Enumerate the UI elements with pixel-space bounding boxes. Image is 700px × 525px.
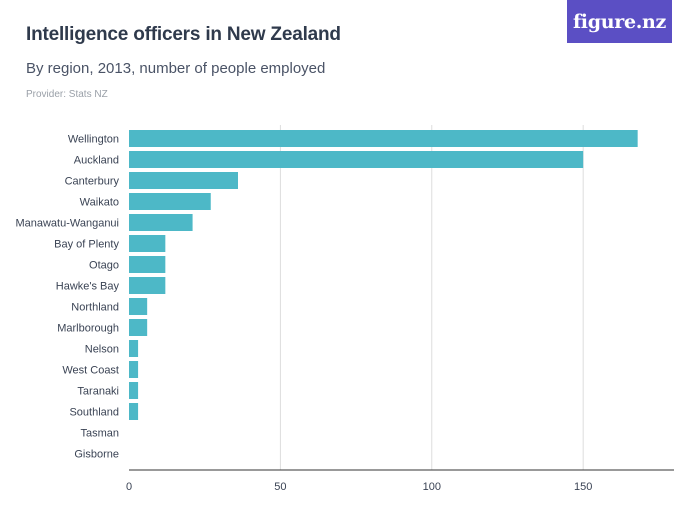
category-label: West Coast	[62, 365, 119, 377]
bar-wellington[interactable]	[129, 130, 638, 147]
category-label: Canterbury	[65, 176, 120, 188]
bars	[129, 130, 638, 420]
bar-hawke-s-bay[interactable]	[129, 277, 166, 294]
x-tick-labels: 0 50 100 150	[126, 481, 592, 493]
category-label: Northland	[71, 302, 119, 314]
category-label: Southland	[69, 407, 119, 419]
category-label: Auckland	[74, 155, 119, 167]
x-tick-label: 0	[126, 481, 132, 493]
bar-otago[interactable]	[129, 256, 166, 273]
bar-taranaki[interactable]	[129, 382, 139, 399]
category-label: Tasman	[80, 428, 119, 440]
x-tick-label: 100	[423, 481, 441, 493]
bar-west-coast[interactable]	[129, 361, 139, 378]
category-label: Nelson	[85, 344, 119, 356]
chart-title: Intelligence officers in New Zealand	[26, 24, 341, 45]
figure-nz-logo[interactable]: figure.nz	[567, 0, 672, 43]
bar-manawatu-wanganui[interactable]	[129, 214, 193, 231]
bar-canterbury[interactable]	[129, 172, 238, 189]
gridlines	[279, 125, 584, 470]
category-label: Manawatu-Wanganui	[15, 218, 119, 230]
logo-text: figure.nz	[572, 10, 667, 33]
category-label: Waikato	[80, 197, 119, 209]
bar-bay-of-plenty[interactable]	[129, 235, 166, 252]
x-tick-label: 50	[274, 481, 286, 493]
category-label: Gisborne	[74, 449, 119, 461]
chart-subtitle: By region, 2013, number of people employ…	[26, 60, 326, 77]
bar-southland[interactable]	[129, 403, 139, 420]
category-label: Otago	[89, 260, 119, 272]
bar-marlborough[interactable]	[129, 319, 148, 336]
category-label: Wellington	[68, 134, 119, 146]
category-label: Marlborough	[57, 323, 119, 335]
bar-nelson[interactable]	[129, 340, 139, 357]
x-tick-label: 150	[574, 481, 592, 493]
bar-waikato[interactable]	[129, 193, 211, 210]
bar-northland[interactable]	[129, 298, 148, 315]
bar-auckland[interactable]	[129, 151, 584, 168]
category-label: Hawke's Bay	[56, 281, 120, 293]
category-label: Bay of Plenty	[54, 239, 119, 251]
category-labels: Wellington Auckland Canterbury Waikato Manaw…	[15, 134, 119, 461]
category-label: Taranaki	[77, 386, 119, 398]
provider-note: Provider: Stats NZ	[26, 89, 108, 100]
